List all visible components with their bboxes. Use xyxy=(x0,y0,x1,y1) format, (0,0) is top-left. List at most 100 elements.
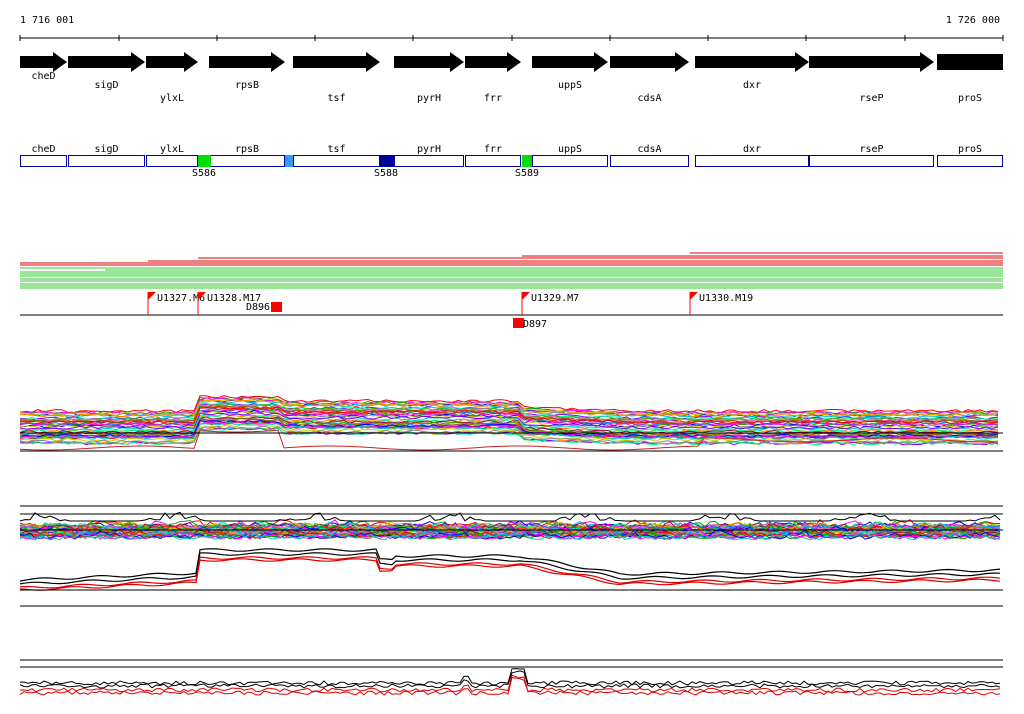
gene-label-frr: frr xyxy=(484,93,502,104)
gene-arrow-dxr[interactable] xyxy=(695,52,809,72)
gene-arrow-ylxL[interactable] xyxy=(146,52,198,72)
gene-label-pyrH: pyrH xyxy=(417,93,441,104)
gene-block-label-dxr: dxr xyxy=(743,144,761,155)
gene-block-rpsB[interactable] xyxy=(209,155,285,167)
gene-label-proS: proS xyxy=(958,93,982,104)
gene-block-proS[interactable] xyxy=(937,155,1003,167)
marker-flag-U1327.M6[interactable] xyxy=(148,292,156,300)
gene-block-label-sigD: sigD xyxy=(94,144,118,155)
gene-arrow-uppS[interactable] xyxy=(532,52,608,72)
gene-label-rpsB: rpsB xyxy=(235,80,259,91)
expression-profile-track-1 xyxy=(19,395,1003,452)
marker-label-D897: D897 xyxy=(523,319,547,330)
marker-box-D897[interactable] xyxy=(513,318,524,328)
gene-arrow-tsf[interactable] xyxy=(293,52,380,72)
gene-block-label-pyrH: pyrH xyxy=(417,144,441,155)
segment-label-S589: S589 xyxy=(515,168,539,179)
coord-start-label: 1 716 001 xyxy=(20,15,74,26)
profile-line xyxy=(19,427,999,446)
coordinate-ruler: 1 716 001 1 726 000 xyxy=(19,15,1004,41)
profile-line xyxy=(19,412,999,430)
profile-step-line xyxy=(19,556,1001,589)
gene-block-frr[interactable] xyxy=(465,155,521,167)
profile-step-line xyxy=(19,548,1001,582)
profile-line xyxy=(19,396,999,415)
read-coverage-track xyxy=(20,252,1003,289)
gene-arrow-rpsB[interactable] xyxy=(209,52,285,72)
gene-block-label-rseP: rseP xyxy=(859,144,883,155)
profile-line xyxy=(19,677,1001,696)
segment-mark-S586[interactable] xyxy=(198,155,211,167)
gene-label-rseP: rseP xyxy=(859,93,883,104)
gene-block-label-tsf: tsf xyxy=(327,144,345,155)
gene-block-label-cdsA: cdsA xyxy=(637,144,661,155)
marker-track: U1327.M6 U1328.M17 U1329.M7 U1330.M19 D896 D8… xyxy=(20,292,1003,330)
marker-flag-U1328.M17[interactable] xyxy=(198,292,206,300)
profile-line xyxy=(19,670,1001,689)
segment-mark-S589[interactable] xyxy=(522,155,532,167)
segment-label-S586: S586 xyxy=(192,168,216,179)
gene-label-cdsA: cdsA xyxy=(637,93,661,104)
gene-arrow-frr[interactable] xyxy=(465,52,521,72)
profile-line xyxy=(19,414,999,433)
gene-block-tsf[interactable] xyxy=(293,155,380,167)
gene-arrow-rseP[interactable] xyxy=(809,52,934,72)
ruler-ticks xyxy=(19,35,1004,41)
gene-block-cdsA[interactable] xyxy=(610,155,689,167)
segment-mark-small[interactable] xyxy=(285,155,293,167)
gene-block-label-proS: proS xyxy=(958,144,982,155)
gene-block-label-frr: frr xyxy=(484,144,502,155)
segment-label-S588: S588 xyxy=(374,168,398,179)
gene-label-dxr: dxr xyxy=(743,80,761,91)
gene-block-track: cheD sigD ylxL rpsB tsf pyrH frr uppS cdsA dxr rse… xyxy=(20,144,1003,179)
profile-line xyxy=(19,395,999,413)
profile-line xyxy=(19,422,999,440)
gene-block-ylxL[interactable] xyxy=(146,155,198,167)
profile-line xyxy=(19,421,999,439)
profile-line xyxy=(19,416,999,434)
gene-block-cheD[interactable] xyxy=(20,155,67,167)
gene-arrow-sigD[interactable] xyxy=(68,52,145,72)
gene-label-ylxL: ylxL xyxy=(160,93,184,104)
profile-line xyxy=(19,406,999,425)
marker-box-D896[interactable] xyxy=(271,302,282,312)
expression-profile-track-2 xyxy=(19,505,1003,541)
profile-line xyxy=(19,668,1001,686)
gene-block-uppS[interactable] xyxy=(532,155,608,167)
marker-label-U1329.M7: U1329.M7 xyxy=(531,293,579,304)
gene-label-cheD: cheD xyxy=(31,71,55,82)
gene-label-uppS: uppS xyxy=(558,80,582,91)
gene-block-rseP[interactable] xyxy=(809,155,934,167)
gene-arrow-proS[interactable] xyxy=(937,54,1003,70)
gene-block-sigD[interactable] xyxy=(68,155,145,167)
profile-line xyxy=(19,399,998,418)
gene-block-pyrH[interactable] xyxy=(394,155,464,167)
gene-block-dxr[interactable] xyxy=(695,155,809,167)
marker-flag-U1329.M7[interactable] xyxy=(522,292,530,300)
gene-arrow-pyrH[interactable] xyxy=(394,52,464,72)
profile-line xyxy=(19,674,1001,693)
gene-block-label-cheD: cheD xyxy=(31,144,55,155)
expression-profile-track-3 xyxy=(19,548,1003,607)
coord-end-label: 1 726 000 xyxy=(946,15,1000,26)
profile-line xyxy=(19,530,1001,541)
expression-profile-track-4 xyxy=(19,659,1003,696)
marker-label-U1328.M17: U1328.M17 xyxy=(207,293,261,304)
profile-line xyxy=(19,408,999,427)
gene-block-label-uppS: uppS xyxy=(558,144,582,155)
gene-arrow-cdsA[interactable] xyxy=(610,52,689,72)
profile-line-low xyxy=(19,429,999,451)
marker-flag-U1330.M19[interactable] xyxy=(690,292,698,300)
segment-mark-S588[interactable] xyxy=(379,155,394,167)
gene-label-tsf: tsf xyxy=(327,93,345,104)
gene-block-label-rpsB: rpsB xyxy=(235,144,259,155)
profile-step-line xyxy=(19,558,1001,591)
gene-arrow-cheD[interactable] xyxy=(20,52,67,72)
marker-label-U1330.M19: U1330.M19 xyxy=(699,293,753,304)
gene-block-label-ylxL: ylxL xyxy=(160,144,184,155)
profile-step-line xyxy=(19,552,1001,585)
marker-label-U1327.M6: U1327.M6 xyxy=(157,293,205,304)
profile-line-dark xyxy=(19,511,1001,522)
profile-line xyxy=(19,397,999,417)
